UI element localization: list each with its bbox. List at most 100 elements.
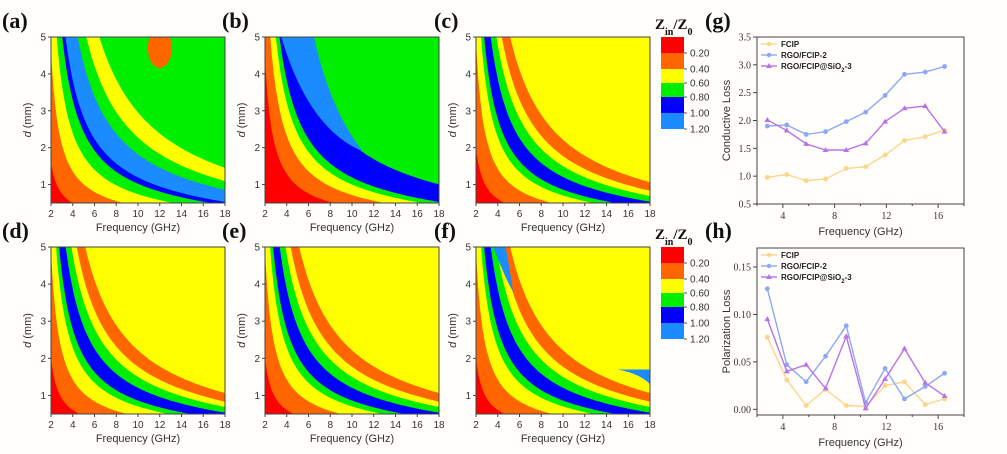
x-tick-label: 8 <box>327 420 333 431</box>
series-line <box>767 105 946 151</box>
contour-island <box>493 247 513 292</box>
data-point <box>922 69 928 75</box>
series-line <box>766 318 945 411</box>
contour-band <box>595 37 650 89</box>
contour-band <box>194 37 225 74</box>
data-point <box>902 396 907 402</box>
x-tick-label: 10 <box>557 420 569 431</box>
heatmap-body <box>476 247 650 414</box>
x-tick-label: 16 <box>623 209 635 220</box>
y-tick-label: 2 <box>465 354 471 365</box>
data-point <box>863 109 869 115</box>
colorbar-swatch <box>661 279 684 293</box>
contour-band <box>476 247 616 414</box>
colorbar-label: 0.20 <box>690 49 710 60</box>
legend-label: FCIP <box>781 251 800 260</box>
colorbar-title-part: /Z <box>672 17 687 33</box>
x-tick-label: 8 <box>832 211 837 222</box>
x-tick-label: 6 <box>92 209 98 220</box>
x-tick-label: 6 <box>517 420 523 431</box>
x-tick-label: 10 <box>346 209 358 220</box>
data-point <box>843 323 849 329</box>
data-point <box>922 384 928 389</box>
data-point <box>922 402 928 407</box>
x-tick-label: 8 <box>538 420 544 431</box>
colorbar-title-part: in <box>665 27 674 38</box>
contour-band <box>51 247 169 414</box>
x-tick-label: 6 <box>306 420 312 431</box>
y-tick-label: 3.0 <box>739 60 752 71</box>
x-axis-label: Frequency (GHz) <box>818 437 902 449</box>
y-tick-label: 1.0 <box>739 172 752 183</box>
data-point <box>882 375 889 381</box>
contour-band <box>265 37 423 203</box>
heatmap-body <box>476 37 650 203</box>
data-point <box>823 176 828 182</box>
contour-island <box>147 37 172 69</box>
contour-band <box>170 247 225 299</box>
contour-band <box>51 162 73 203</box>
data-point <box>823 353 828 359</box>
y-axis-label: Polarization Loss <box>721 289 733 373</box>
colorbar-swatch <box>661 97 684 113</box>
data-point <box>942 370 947 376</box>
y-tick-label: 1 <box>254 391 260 402</box>
y-tick-label: 3 <box>254 106 260 117</box>
data-point <box>764 334 770 340</box>
series-line <box>767 65 945 136</box>
x-tick-label: 8 <box>113 209 119 220</box>
contour-band <box>265 247 405 414</box>
colorbar-label: 1.00 <box>690 319 710 330</box>
x-axis-label: Frequency (GHz) <box>310 222 394 234</box>
line-chart-g: 4 8 12 16 0.5 1.0 1.5 2.0 2.5 3.0 3.5 Frequency (GH… <box>705 8 965 238</box>
colorbar-label: 1.20 <box>690 125 710 136</box>
y-axis-label-var: d <box>236 130 248 137</box>
y-tick-label: 1 <box>40 391 46 402</box>
colorbar-title-part: /Z <box>672 227 687 243</box>
x-tick-label: 2 <box>48 209 54 220</box>
contour-band <box>51 247 191 414</box>
y-tick-label: 0.5 <box>739 200 752 211</box>
data-point <box>902 138 907 143</box>
colorbar-swatch <box>661 37 684 53</box>
panel-label: (b) <box>222 8 249 33</box>
y-tick-label: 5 <box>254 33 260 44</box>
data-point <box>822 385 829 391</box>
legend-marker <box>766 63 772 68</box>
y-tick-label: 5 <box>465 33 471 44</box>
contour-band <box>265 61 334 203</box>
y-axis-label-var: d <box>447 130 459 137</box>
x-tick-label: 16 <box>933 211 943 222</box>
data-point <box>784 377 790 383</box>
x-tick-label: 12 <box>579 209 591 220</box>
data-point <box>764 123 770 129</box>
data-point <box>843 333 850 339</box>
x-tick-label: 12 <box>579 420 591 431</box>
y-tick-label: 3 <box>40 317 46 328</box>
data-point <box>784 122 790 128</box>
contour-band <box>265 359 294 414</box>
colorbar-swatch <box>661 263 684 279</box>
x-axis-label: Frequency (GHz) <box>521 433 605 445</box>
x-tick-label: 18 <box>433 209 445 220</box>
x-tick-label: 10 <box>132 209 144 220</box>
data-point <box>843 147 850 153</box>
data-point <box>784 172 790 177</box>
contour-band <box>265 247 383 414</box>
y-tick-label: 1 <box>40 180 46 191</box>
x-tick-label: 12 <box>368 209 380 220</box>
legend-subscript: 2 <box>841 68 845 74</box>
legend-name: RGO/FCIP-2 <box>781 51 827 60</box>
colorbar-swatch <box>661 307 684 323</box>
y-tick-label: 3 <box>40 106 46 117</box>
y-axis-label-unit: (mm) <box>22 103 34 132</box>
x-axis-label: Frequency (GHz) <box>310 433 394 445</box>
legend-label: RGO/FCIP-2 <box>781 51 827 60</box>
colorbar-swatch <box>661 247 684 263</box>
y-axis-label: d (mm) <box>447 103 459 138</box>
contour-island <box>281 37 363 152</box>
data-point <box>942 64 947 69</box>
y-axis-label-unit: (mm) <box>236 313 248 342</box>
